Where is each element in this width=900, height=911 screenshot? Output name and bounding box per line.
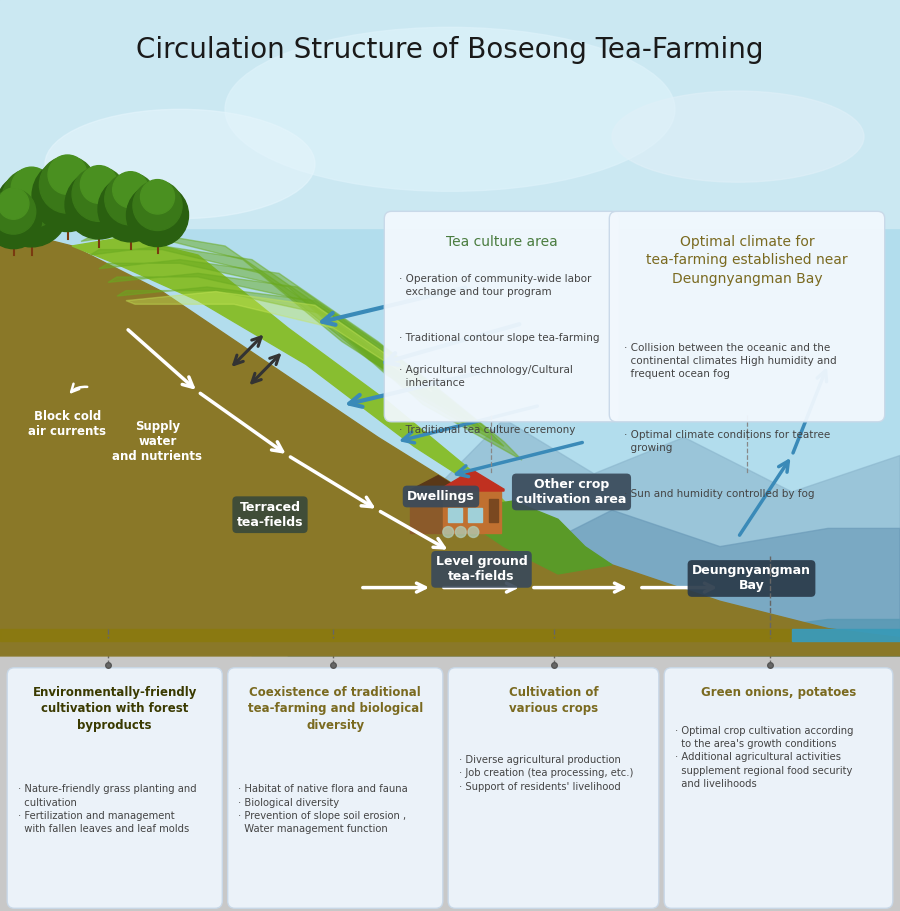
Text: Environmentally-friendly
cultivation with forest
byproducts: Environmentally-friendly cultivation wit…: [32, 686, 197, 732]
Ellipse shape: [443, 527, 454, 537]
Circle shape: [98, 176, 163, 241]
Polygon shape: [0, 228, 900, 656]
Circle shape: [0, 172, 68, 247]
Bar: [410, 492, 462, 533]
Polygon shape: [117, 287, 522, 460]
Ellipse shape: [225, 27, 675, 191]
Bar: [0, 638, 900, 911]
Circle shape: [48, 155, 87, 194]
Polygon shape: [99, 260, 486, 433]
Polygon shape: [90, 246, 468, 419]
Text: · Operation of community-wide labor
  exchange and tour program: · Operation of community-wide labor exch…: [399, 274, 591, 297]
Polygon shape: [108, 273, 504, 446]
Text: Deungnyangman
Bay: Deungnyangman Bay: [692, 565, 811, 592]
Bar: [0, 0, 900, 656]
Circle shape: [0, 188, 29, 220]
Polygon shape: [72, 237, 513, 510]
Circle shape: [133, 180, 182, 230]
Text: · Optimal crop cultivation according
  to the area's growth conditions
· Additio: · Optimal crop cultivation according to …: [675, 726, 853, 789]
FancyBboxPatch shape: [664, 668, 893, 908]
Ellipse shape: [455, 527, 466, 537]
Text: · Collision between the oceanic and the
  continental climates High humidity and: · Collision between the oceanic and the …: [624, 343, 836, 379]
Text: Level ground
tea-fields: Level ground tea-fields: [436, 556, 527, 583]
Ellipse shape: [45, 109, 315, 219]
Circle shape: [140, 179, 175, 214]
Polygon shape: [252, 419, 900, 656]
Ellipse shape: [612, 91, 864, 182]
Text: Cultivation of
various crops: Cultivation of various crops: [508, 686, 598, 715]
Polygon shape: [450, 501, 612, 574]
Polygon shape: [558, 619, 900, 656]
Text: Tea culture area: Tea culture area: [446, 235, 558, 249]
Text: Green onions, potatoes: Green onions, potatoes: [701, 686, 856, 699]
Text: · Agricultural technology/Cultural
  inheritance: · Agricultural technology/Cultural inher…: [399, 365, 572, 388]
Polygon shape: [81, 232, 441, 405]
Polygon shape: [407, 476, 464, 494]
Circle shape: [72, 167, 126, 221]
Ellipse shape: [468, 527, 479, 537]
Text: Coexistence of traditional
tea-farming and biological
diversity: Coexistence of traditional tea-farming a…: [248, 686, 423, 732]
Circle shape: [0, 189, 36, 234]
Circle shape: [112, 171, 148, 208]
Circle shape: [80, 166, 118, 203]
Polygon shape: [440, 470, 504, 491]
Circle shape: [11, 168, 52, 208]
Text: · Traditional tea culture ceremony: · Traditional tea culture ceremony: [399, 425, 575, 435]
FancyBboxPatch shape: [384, 211, 619, 422]
Text: · Diverse agricultural production
· Job creation (tea processing, etc.)
· Suppor: · Diverse agricultural production · Job …: [459, 755, 634, 792]
FancyBboxPatch shape: [7, 668, 222, 908]
FancyBboxPatch shape: [228, 668, 443, 908]
Circle shape: [3, 169, 61, 228]
FancyBboxPatch shape: [609, 211, 885, 422]
Bar: [792, 629, 900, 641]
Text: Block cold
air currents: Block cold air currents: [29, 410, 106, 437]
Circle shape: [40, 157, 95, 213]
Circle shape: [65, 170, 133, 239]
Polygon shape: [126, 292, 432, 392]
Bar: [448, 508, 462, 522]
Bar: [0, 0, 900, 228]
Text: Dwellings: Dwellings: [407, 490, 475, 503]
Text: Supply
water
and nutrients: Supply water and nutrients: [112, 420, 202, 464]
FancyBboxPatch shape: [448, 668, 659, 908]
Circle shape: [32, 159, 103, 231]
Polygon shape: [288, 510, 900, 656]
Text: · Traditional contour slope tea-farming: · Traditional contour slope tea-farming: [399, 333, 599, 343]
Text: Circulation Structure of Boseong Tea-Farming: Circulation Structure of Boseong Tea-Far…: [136, 36, 764, 64]
Text: Terraced
tea-fields: Terraced tea-fields: [237, 501, 303, 528]
Text: · Nature-friendly grass planting and
  cultivation
· Fertilization and managemen: · Nature-friendly grass planting and cul…: [18, 784, 196, 834]
Bar: [468, 508, 482, 522]
Bar: [443, 489, 501, 533]
Bar: [489, 499, 498, 522]
Bar: [0, 629, 792, 641]
Circle shape: [127, 184, 188, 247]
Text: · Habitat of native flora and fauna
· Biological diversity
· Prevention of slope: · Habitat of native flora and fauna · Bi…: [238, 784, 409, 834]
Circle shape: [104, 173, 157, 225]
Text: Other crop
cultivation area: Other crop cultivation area: [517, 478, 626, 506]
Text: Optimal climate for
tea-farming established near
Deungnyangman Bay: Optimal climate for tea-farming establis…: [646, 235, 848, 286]
Text: · Sun and humidity controlled by fog: · Sun and humidity controlled by fog: [624, 489, 814, 499]
Circle shape: [0, 192, 41, 249]
Text: · Optimal climate conditions for teatree
  growing: · Optimal climate conditions for teatree…: [624, 430, 830, 453]
